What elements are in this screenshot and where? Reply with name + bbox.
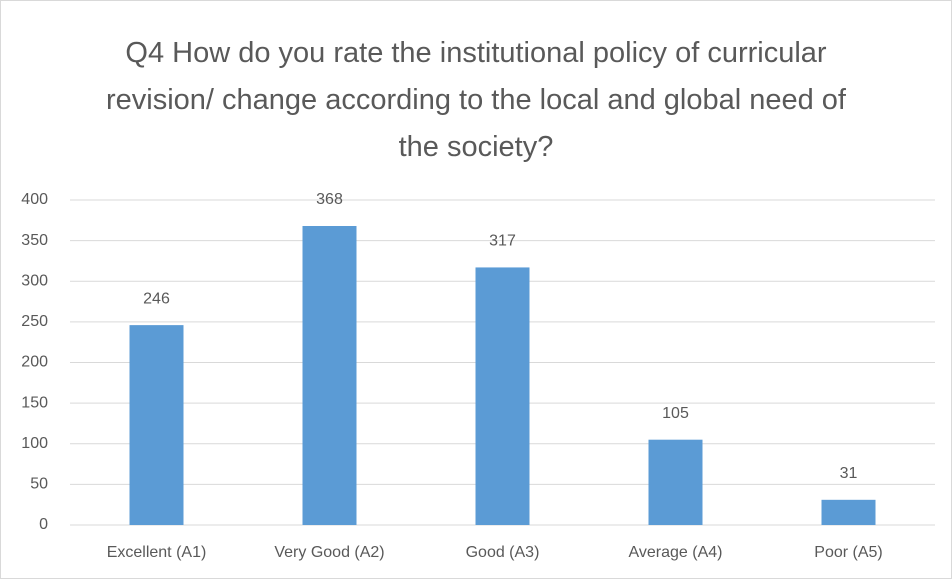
y-tick-label: 300 bbox=[21, 272, 48, 289]
y-tick-label: 400 bbox=[21, 191, 48, 208]
bar bbox=[129, 325, 184, 525]
x-tick-label: Poor (A5) bbox=[814, 544, 882, 561]
x-tick-label: Excellent (A1) bbox=[107, 544, 207, 561]
y-tick-label: 50 bbox=[30, 476, 48, 493]
y-tick-label: 250 bbox=[21, 313, 48, 330]
data-label: 317 bbox=[489, 233, 516, 250]
data-label: 31 bbox=[840, 465, 858, 482]
data-label: 368 bbox=[316, 191, 343, 208]
y-tick-label: 350 bbox=[21, 232, 48, 249]
y-tick-label: 0 bbox=[39, 516, 48, 533]
bar bbox=[475, 267, 530, 525]
x-tick-label: Good (A3) bbox=[466, 544, 540, 561]
y-tick-label: 100 bbox=[21, 435, 48, 452]
bar bbox=[821, 499, 876, 525]
x-tick-label: Average (A4) bbox=[629, 544, 723, 561]
y-tick-label: 200 bbox=[21, 354, 48, 371]
bar bbox=[302, 226, 357, 525]
x-tick-label: Very Good (A2) bbox=[274, 544, 384, 561]
bar bbox=[648, 439, 703, 525]
chart-title: Q4 How do you rate the institutional pol… bbox=[105, 37, 846, 163]
y-tick-label: 150 bbox=[21, 394, 48, 411]
data-label: 246 bbox=[143, 290, 170, 307]
data-label: 105 bbox=[662, 405, 689, 422]
